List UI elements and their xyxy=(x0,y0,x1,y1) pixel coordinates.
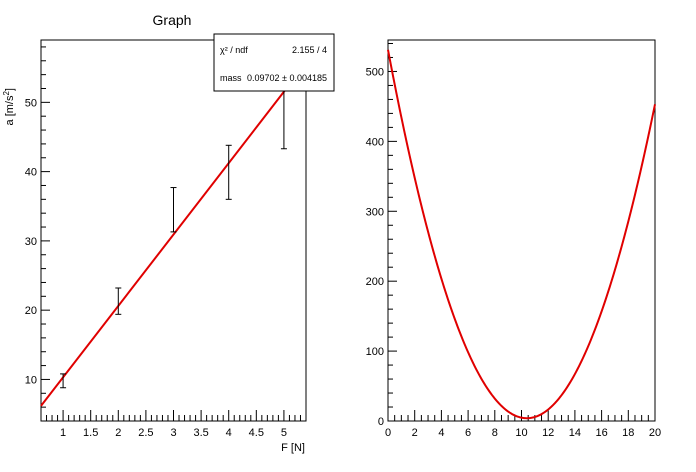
y-tick-label: 400 xyxy=(366,136,384,148)
chi2-label: χ² / ndf xyxy=(220,45,248,55)
stats-box: χ² / ndf 2.155 / 4 mass 0.09702 ± 0.0041… xyxy=(213,33,335,92)
x-tick-label: 2 xyxy=(412,427,418,439)
y-tick-label: 100 xyxy=(366,346,384,358)
y-tick-label: 10 xyxy=(25,374,37,386)
data-point xyxy=(225,144,232,200)
x-tick-label: 20 xyxy=(649,427,661,439)
x-axis-label: F [N] xyxy=(281,442,305,454)
y-tick-label: 20 xyxy=(25,305,37,317)
data-point xyxy=(170,187,177,233)
data-points xyxy=(60,78,287,389)
right-x-axis: 0 2 4 6 8 10 12 14 16 18 20 xyxy=(385,410,661,439)
left-panel: Graph 10 20 30 40 50 1 1.5 2 2.5 3 3.5 4 4.5 5 F [N]… xyxy=(2,12,335,454)
x-tick-label: 4.5 xyxy=(249,427,264,439)
x-tick-label: 1.5 xyxy=(83,427,98,439)
right-panel: 0 100 200 300 400 500 0 2 4 6 8 10 12 14 16 18 20 xyxy=(366,39,661,439)
x-tick-label: 5 xyxy=(281,427,287,439)
y-tick-label: 50 xyxy=(25,97,37,109)
y-tick-label: 0 xyxy=(378,416,384,428)
x-tick-label: 10 xyxy=(515,427,527,439)
data-point xyxy=(115,287,122,315)
left-chart-title: Graph xyxy=(153,12,192,28)
x-tick-label: 2.5 xyxy=(138,427,153,439)
x-tick-label: 8 xyxy=(492,427,498,439)
y-tick-label: 500 xyxy=(366,66,384,78)
left-x-axis: 1 1.5 2 2.5 3 3.5 4 4.5 5 xyxy=(46,410,307,439)
y-tick-label: 40 xyxy=(25,167,37,179)
x-tick-label: 1 xyxy=(60,427,66,439)
x-tick-label: 4 xyxy=(226,427,232,439)
x-tick-label: 12 xyxy=(542,427,554,439)
x-tick-label: 3.5 xyxy=(193,427,208,439)
x-tick-label: 0 xyxy=(385,427,391,439)
right-y-axis: 0 100 200 300 400 500 xyxy=(366,42,397,428)
x-tick-label: 6 xyxy=(465,427,471,439)
y-tick-label: 30 xyxy=(25,236,37,248)
x-tick-label: 14 xyxy=(569,427,581,439)
parabola-curve xyxy=(387,49,656,420)
data-point xyxy=(60,373,67,389)
x-tick-label: 16 xyxy=(595,427,607,439)
x-tick-label: 2 xyxy=(115,427,121,439)
chi2-value: 2.155 / 4 xyxy=(292,45,327,55)
mass-value: 0.09702 ± 0.004185 xyxy=(247,73,327,83)
left-y-axis: 10 20 30 40 50 xyxy=(25,46,50,422)
y-axis-label: a [m/s2] xyxy=(2,88,17,125)
y-tick-label: 300 xyxy=(366,206,384,218)
x-tick-label: 18 xyxy=(622,427,634,439)
x-tick-label: 4 xyxy=(438,427,444,439)
fit-line xyxy=(40,62,307,407)
x-tick-label: 3 xyxy=(170,427,176,439)
mass-label: mass xyxy=(220,73,242,83)
y-tick-label: 200 xyxy=(366,276,384,288)
stats-box-frame xyxy=(213,33,335,92)
